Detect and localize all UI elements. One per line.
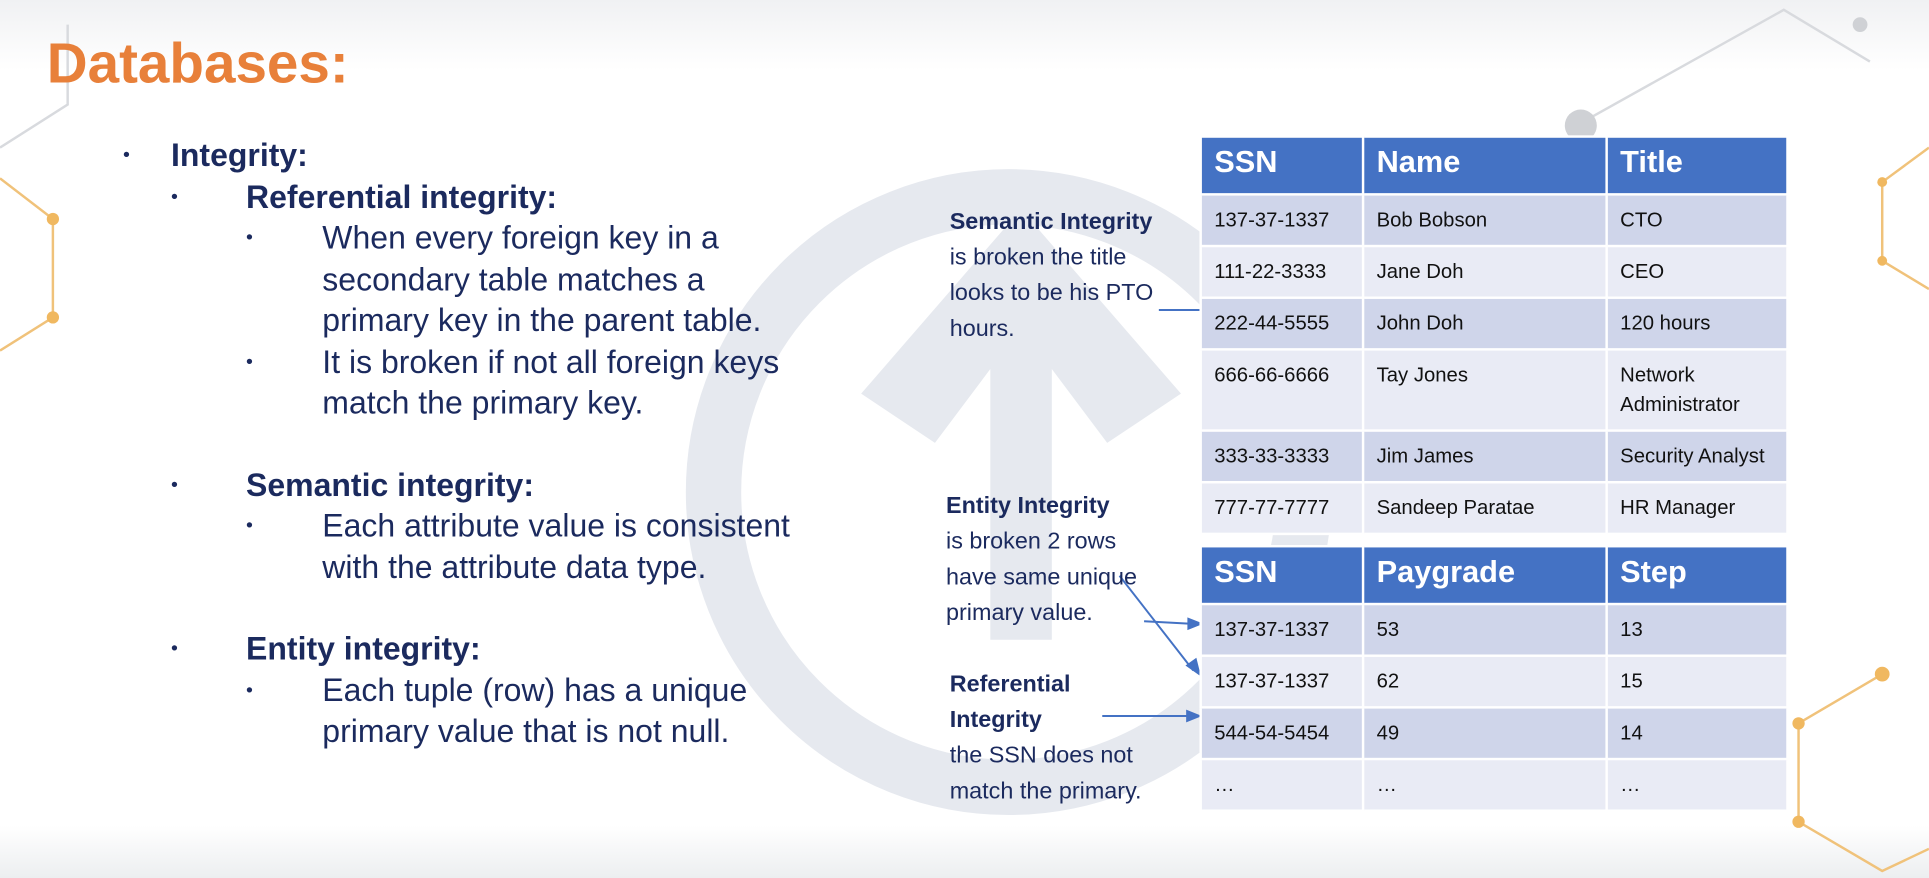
table-row: 666-66-6666 Tay Jones Network Administrato…	[1199, 348, 1789, 432]
table-row: 137-37-1337 53 13	[1199, 602, 1789, 657]
header-cell: SSN	[1199, 544, 1365, 606]
bullet-line: It is broken if not all foreign keys	[322, 342, 780, 380]
bullet-marker: •	[170, 474, 178, 496]
bullet-line: Each attribute value is consistent	[322, 506, 790, 544]
table-cell: 15	[1605, 654, 1789, 709]
bullet-item: • It is broken if not all foreign keys mat…	[246, 341, 886, 423]
table-cell: Jane Doh	[1361, 244, 1608, 299]
bullet-item: • Referential integrity: • When every forei…	[171, 177, 886, 424]
bullet-line: primary value that is not null.	[322, 712, 730, 750]
bullet-line: Each tuple (row) has a unique	[322, 671, 748, 708]
bullet-marker: •	[246, 515, 253, 537]
table-cell: …	[1605, 757, 1789, 812]
annotation: Entity Integrity is broken 2 rows have sa…	[946, 488, 1155, 631]
table-cell: 13	[1605, 602, 1789, 657]
table-cell: 333-33-3333	[1199, 429, 1365, 484]
table-cell: 777-77-7777	[1199, 481, 1365, 536]
table-cell: 49	[1361, 706, 1608, 761]
table-cell: Tay Jones	[1361, 348, 1608, 432]
bullet-item: • Each tuple (row) has a unique primary va…	[246, 670, 886, 752]
header-cell: Step	[1605, 544, 1789, 606]
bullet-item: • Each attribute value is consistent with …	[246, 506, 886, 588]
bullet-marker: •	[246, 227, 253, 249]
table-cell: Jim James	[1361, 429, 1608, 484]
bullet-item: • Integrity: • Referential integrity: • When …	[123, 135, 886, 752]
annotation-heading: Semantic Integrity	[949, 209, 1153, 235]
data-table: SSN Paygrade Step 137-37-1337 53 13 137-37-133…	[1199, 544, 1789, 812]
annotation-text: is broken the title looks to be his PTO …	[949, 244, 1154, 342]
bullet-marker: •	[170, 186, 178, 208]
table-row: 222-44-5555 John Doh 120 hours	[1199, 296, 1789, 351]
table-row: 777-77-7777 Sandeep Paratae HR Manager	[1199, 481, 1789, 536]
table-cell: 62	[1361, 654, 1608, 709]
annotation: Referential Integrity the SSN does not ma…	[950, 667, 1184, 810]
table-cell: HR Manager	[1605, 481, 1789, 536]
table-cell: Bob Bobson	[1361, 193, 1608, 248]
data-table: SSN Name Title 137-37-1337 Bob Bobson CTO 111-…	[1199, 135, 1789, 536]
bullet-marker: •	[170, 638, 178, 660]
bullet-line: match the primary key.	[322, 383, 644, 421]
table-cell: 120 hours	[1605, 296, 1789, 351]
header-cell: Name	[1361, 135, 1608, 196]
table-cell: Sandeep Paratae	[1361, 481, 1608, 536]
table-cell: 666-66-6666	[1199, 348, 1365, 432]
annotation: Semantic Integrity is broken the title lo…	[950, 204, 1184, 347]
annotation-text: the SSN does not match the primary.	[949, 743, 1142, 805]
bullet-text: Referential integrity:	[246, 177, 558, 215]
bullet-level: • Integrity: • Referential integrity: • When …	[123, 135, 886, 752]
table-cell: …	[1199, 757, 1365, 812]
bullet-text: Semantic integrity:	[246, 465, 534, 503]
bullet-line: primary key in the parent table.	[322, 301, 762, 339]
bullet-text: Entity integrity:	[246, 629, 481, 667]
table-row: 137-37-1337 62 15	[1199, 654, 1789, 709]
table-cell: 137-37-1337	[1199, 654, 1365, 709]
header-row: SSN Paygrade Step	[1199, 544, 1789, 606]
table-cell: John Doh	[1361, 296, 1608, 351]
table-row: 333-33-3333 Jim James Security Analyst	[1199, 429, 1789, 484]
table-cell: CEO	[1605, 244, 1789, 299]
bullet-line: When every foreign key in a	[322, 218, 719, 256]
bullet-level: • When every foreign key in a secondary ta…	[246, 218, 886, 424]
header-cell: SSN	[1199, 135, 1365, 196]
bullet-marker: •	[246, 679, 253, 701]
table-cell: 137-37-1337	[1199, 193, 1365, 248]
table-row: ………	[1199, 757, 1789, 812]
table-row: 544-54-5454 49 14	[1199, 706, 1789, 761]
table-row: 111-22-3333 Jane Doh CEO	[1199, 244, 1789, 299]
bullet-level: • Referential integrity: • When every forei…	[171, 177, 886, 753]
bullet-marker: •	[246, 351, 253, 373]
bullet-item: • Entity integrity: • Each tuple (row) has …	[171, 629, 886, 753]
table-row: 137-37-1337 Bob Bobson CTO	[1199, 193, 1789, 248]
table-cell: 14	[1605, 706, 1789, 761]
header-cell: Paygrade	[1361, 544, 1608, 606]
table-cell: 137-37-1337	[1199, 602, 1365, 657]
bullet-level: • Each tuple (row) has a unique primary va…	[246, 670, 886, 752]
table-cell: Security Analyst	[1605, 429, 1789, 484]
table-cell: CTO	[1605, 193, 1789, 248]
header-cell: Title	[1605, 135, 1789, 196]
table-cell: …	[1361, 757, 1608, 812]
table-cell: 544-54-5454	[1199, 706, 1365, 761]
bullet-line: with the attribute data type.	[322, 548, 707, 585]
table-cell: 53	[1361, 602, 1608, 657]
bullet-line: secondary table matches a	[322, 260, 705, 298]
bullet-text: Integrity:	[170, 136, 308, 174]
annotation-heading: Referential Integrity	[949, 671, 1071, 734]
bullet-list: • Integrity: • Referential integrity: • When …	[123, 135, 886, 752]
bullet-item: • When every foreign key in a secondary ta…	[246, 218, 886, 342]
slide-title: Databases:	[46, 30, 349, 95]
table-cell: Network Administrator	[1605, 348, 1789, 432]
annotation-text: is broken 2 rows have same unique primar…	[946, 528, 1138, 627]
table-cell: 111-22-3333	[1199, 244, 1365, 299]
bullet-marker: •	[123, 145, 130, 167]
bullet-item: • Semantic integrity: • Each attribute valu…	[171, 464, 886, 588]
bullet-level: • Each attribute value is consistent with …	[246, 506, 886, 588]
header-row: SSN Name Title	[1199, 135, 1789, 196]
annotation-heading: Entity Integrity	[946, 493, 1110, 520]
table-cell: 222-44-5555	[1199, 296, 1365, 351]
